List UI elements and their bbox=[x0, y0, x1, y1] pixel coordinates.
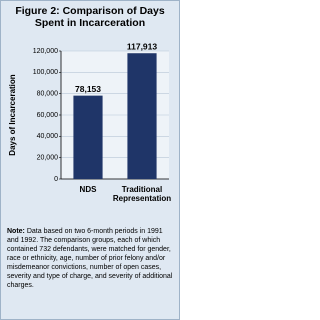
note-label: Note: bbox=[7, 228, 25, 235]
y-tick-label: 60,000 bbox=[37, 112, 59, 119]
value-label: 78,153 bbox=[75, 84, 101, 94]
y-tick-label: 80,000 bbox=[37, 91, 59, 98]
chart: 0 20,000 40,000 60,000 80,000 100,000 120,000 D… bbox=[8, 41, 169, 183]
bar bbox=[73, 95, 103, 179]
chart-title: Figure 2: Comparison of Days Spent in In… bbox=[15, 5, 165, 29]
value-label: 117,913 bbox=[127, 41, 158, 51]
y-tick-label: 100,000 bbox=[33, 69, 58, 76]
note: Note: Data based on two 6-month periods … bbox=[7, 227, 173, 290]
y-tick-label: 120,000 bbox=[33, 48, 58, 55]
y-tick-label: 0 bbox=[54, 176, 58, 183]
x-tick-label: Traditional Representation bbox=[112, 185, 172, 203]
x-tick-label: NDS bbox=[79, 185, 97, 194]
bar bbox=[127, 53, 157, 179]
figure: Figure 2: Comparison of Days Spent in In… bbox=[0, 0, 180, 320]
y-tick-label: 40,000 bbox=[37, 133, 59, 140]
note-text: Data based on two 6-month periods in 199… bbox=[7, 228, 173, 289]
y-tick-label: 20,000 bbox=[37, 155, 59, 162]
y-axis-label: Days of Incarceration bbox=[8, 74, 17, 155]
